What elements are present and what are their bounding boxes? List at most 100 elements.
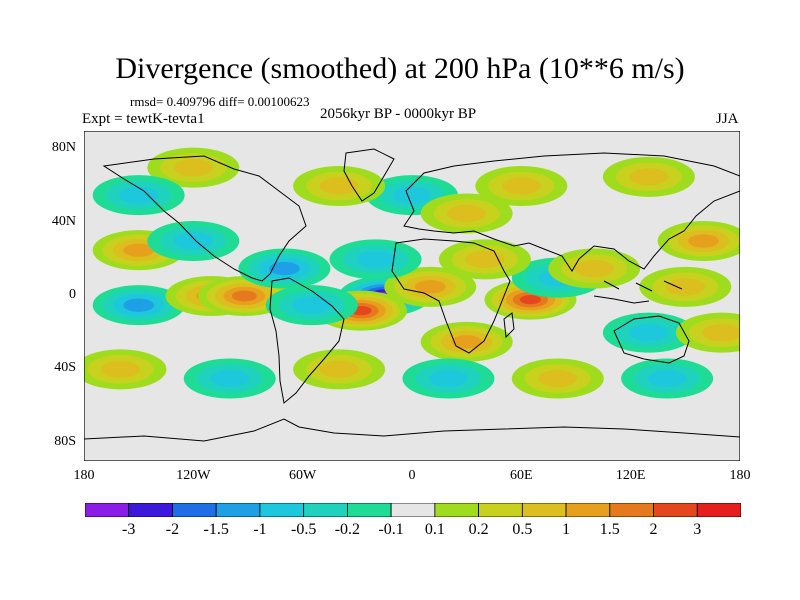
contour-band bbox=[665, 278, 706, 296]
field-anomaly bbox=[293, 349, 386, 390]
colorbar-swatch bbox=[565, 503, 611, 517]
contour-band bbox=[702, 324, 740, 342]
field-anomaly bbox=[147, 221, 240, 261]
field-anomaly bbox=[602, 156, 695, 197]
field-anomaly bbox=[420, 321, 513, 362]
field-anomaly bbox=[639, 266, 732, 307]
colorbar-label: 2 bbox=[649, 521, 658, 538]
colorbar-swatch bbox=[478, 503, 523, 517]
x-tick-label: 0 bbox=[408, 468, 416, 483]
field-anomaly bbox=[420, 193, 513, 234]
contour-band bbox=[647, 369, 687, 388]
field-anomaly bbox=[621, 358, 714, 399]
colorbar-swatch bbox=[128, 503, 173, 517]
contour-band bbox=[414, 280, 446, 294]
contour-band bbox=[629, 168, 669, 186]
coastline-north-america bbox=[102, 155, 307, 282]
field-anomaly bbox=[602, 312, 695, 353]
colorbar-label: 3 bbox=[693, 521, 702, 538]
contour-band bbox=[173, 232, 214, 250]
colorbar-swatch bbox=[259, 503, 305, 517]
colorbar-label: -0.2 bbox=[334, 521, 361, 538]
colorbar-swatch bbox=[609, 503, 654, 517]
coastline-australia bbox=[613, 315, 690, 364]
colorbar bbox=[85, 503, 741, 517]
colorbar-swatch bbox=[215, 503, 261, 517]
colorbar-label: -2 bbox=[165, 521, 180, 538]
field-anomaly bbox=[265, 285, 358, 326]
contour-band bbox=[519, 295, 542, 305]
divergence-map bbox=[84, 131, 740, 461]
contour-band bbox=[392, 186, 432, 204]
coastline-eurasia bbox=[403, 152, 740, 272]
colorbar-label: -0.1 bbox=[378, 521, 404, 538]
contour-band bbox=[210, 369, 250, 388]
x-tick-label: 120E bbox=[615, 468, 646, 483]
period-label: 2056kyr BP - 0000kyr BP bbox=[320, 106, 477, 122]
y-tick-label: 80N bbox=[51, 140, 76, 156]
colorbar-swatch bbox=[521, 503, 567, 517]
colorbar-swatch bbox=[85, 503, 130, 517]
contour-band bbox=[118, 186, 159, 204]
divergence-field bbox=[84, 147, 740, 399]
contour-band bbox=[446, 204, 487, 223]
coastline-madagascar bbox=[503, 312, 515, 339]
rmsd-diff-stats: rmsd= 0.409796 diff= 0.00100623 bbox=[130, 94, 310, 109]
field-anomaly bbox=[238, 248, 331, 289]
colorbar-swatch bbox=[303, 503, 348, 517]
field-anomaly bbox=[402, 358, 495, 399]
experiment-label: Expt = tewtK-tevta1 bbox=[82, 111, 205, 127]
colorbar-label: 1 bbox=[562, 521, 571, 538]
contour-band bbox=[451, 335, 482, 349]
contour-band bbox=[574, 259, 614, 278]
contour-band bbox=[123, 243, 154, 257]
field-anomaly bbox=[329, 239, 422, 280]
colorbar-label: 0.5 bbox=[512, 521, 533, 538]
coastline-south-america bbox=[269, 277, 345, 404]
contour-band bbox=[501, 177, 542, 195]
plot-title: Divergence (smoothed) at 200 hPa (10**6 … bbox=[115, 52, 685, 85]
colorbar-swatch bbox=[696, 503, 741, 517]
colorbar-swatch bbox=[346, 503, 392, 517]
field-anomaly bbox=[548, 248, 641, 289]
contour-band bbox=[173, 159, 214, 177]
field-anomaly bbox=[384, 266, 477, 307]
contour-band bbox=[465, 250, 505, 268]
field-anomaly bbox=[183, 358, 276, 399]
field-anomaly bbox=[675, 312, 740, 353]
contour-band bbox=[123, 298, 154, 312]
y-tick-label: 0 bbox=[69, 287, 76, 302]
contour-band bbox=[538, 369, 578, 388]
contour-band bbox=[100, 360, 141, 378]
colorbar-label: -1.5 bbox=[203, 521, 229, 538]
contour-band bbox=[319, 360, 359, 378]
x-tick-label: 60W bbox=[289, 468, 317, 483]
coastline-africa bbox=[391, 238, 511, 354]
colorbar-label: -3 bbox=[122, 521, 136, 538]
contour-band bbox=[231, 290, 257, 302]
field-anomaly bbox=[84, 349, 167, 390]
x-tick-label: 180 bbox=[729, 468, 751, 483]
y-tick-label: 40S bbox=[54, 360, 76, 376]
coastline-greenland bbox=[343, 148, 395, 202]
colorbar-label: -1 bbox=[253, 521, 267, 538]
contour-band bbox=[269, 261, 300, 276]
contour-band bbox=[629, 324, 669, 342]
x-tick-label: 120W bbox=[176, 468, 211, 483]
coastline-antarctica bbox=[84, 418, 740, 442]
x-tick-label: 60E bbox=[510, 468, 533, 483]
field-anomaly bbox=[92, 175, 185, 216]
colorbar-swatch bbox=[434, 503, 480, 517]
colorbar-label: 0.2 bbox=[468, 521, 489, 538]
contour-band bbox=[355, 250, 396, 268]
colorbar-swatch bbox=[390, 503, 436, 517]
coastlines bbox=[84, 148, 740, 442]
field-anomaly bbox=[293, 166, 386, 206]
contour-band bbox=[428, 369, 469, 388]
y-tick-label: 40N bbox=[51, 213, 76, 229]
field-anomaly bbox=[92, 285, 185, 326]
colorbar-label: 1.5 bbox=[599, 521, 620, 538]
colorbar-label: -0.5 bbox=[290, 521, 317, 538]
contour-band bbox=[292, 296, 332, 314]
colorbar-swatch bbox=[172, 503, 217, 517]
